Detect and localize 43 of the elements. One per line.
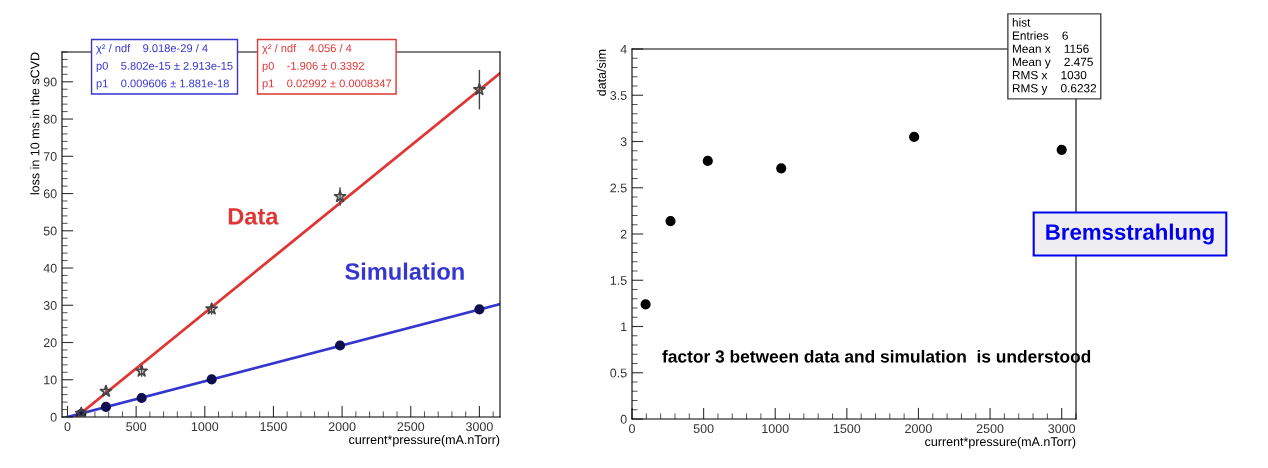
y-tick-label: 1.5 (610, 276, 627, 285)
x-tick-label: 2000 (328, 422, 356, 432)
y-tick-label: 10 (44, 375, 57, 385)
annotation: χ² / ndf 4.056 / 4 p0 -1.906 ± 0.3392 p1 0.02992 ± 0.0008347 (262, 44, 392, 90)
x-tick-label: 3000 (1048, 424, 1076, 434)
series-label: Data (228, 208, 279, 225)
x-tick-label: 2500 (397, 422, 425, 432)
x-tick-label: 1500 (833, 424, 861, 434)
y-tick-label: 70 (43, 152, 57, 161)
x-tick-label: 500 (126, 422, 147, 432)
y-tick-label: 1 (621, 322, 627, 332)
x-tick-label: 0 (629, 424, 635, 434)
x-tick-label: 1000 (762, 424, 789, 434)
x-tick-label: 500 (693, 424, 714, 434)
x-tick-label: 3000 (465, 422, 493, 432)
y-tick-label: 80 (43, 114, 57, 124)
y-tick-label: 2.5 (610, 183, 627, 193)
x-tick-label: 0 (64, 422, 71, 432)
y-tick-label: 3 (620, 137, 627, 147)
y-tick-label: 0 (620, 414, 627, 424)
y-axis-title: data/sim (596, 49, 606, 96)
annotation: χ² / ndf 9.018e-29 / 4 p0 5.802e-15 ± 2.913e-15 p1 0.009606 ± 1.881e-18 (96, 44, 233, 90)
y-tick-label: 4 (620, 44, 627, 54)
annotation: hist Entries 6 Mean x 1156 Mean y 2.475 RMS x 1030 RMS y 0.6232 (1012, 18, 1097, 95)
y-tick-label: 0 (50, 412, 57, 422)
y-tick-label: 30 (43, 301, 57, 310)
y-axis-title: loss in 10 ms in the sCVD (30, 52, 40, 195)
y-tick-label: 2 (620, 229, 627, 239)
y-tick-label: 3.5 (610, 91, 627, 100)
x-axis-title: current*pressure(mA.nTorr) (925, 436, 1076, 449)
x-axis-title: current*pressure(mA.nTorr) (349, 434, 500, 447)
x-tick-label: 2500 (976, 424, 1004, 434)
x-tick-label: 1500 (260, 422, 287, 432)
y-tick-label: 60 (43, 189, 57, 199)
x-tick-label: 2000 (905, 424, 932, 434)
series-label: Simulation (345, 262, 464, 280)
y-tick-label: 20 (43, 338, 57, 348)
x-tick-label: 1000 (191, 422, 219, 432)
y-tick-label: 40 (43, 263, 57, 273)
y-tick-label: 90 (43, 77, 57, 87)
y-tick-label: 50 (43, 226, 57, 236)
y-tick-label: 0.5 (610, 368, 627, 378)
annotation: Bremsstrahlung (1046, 223, 1214, 245)
